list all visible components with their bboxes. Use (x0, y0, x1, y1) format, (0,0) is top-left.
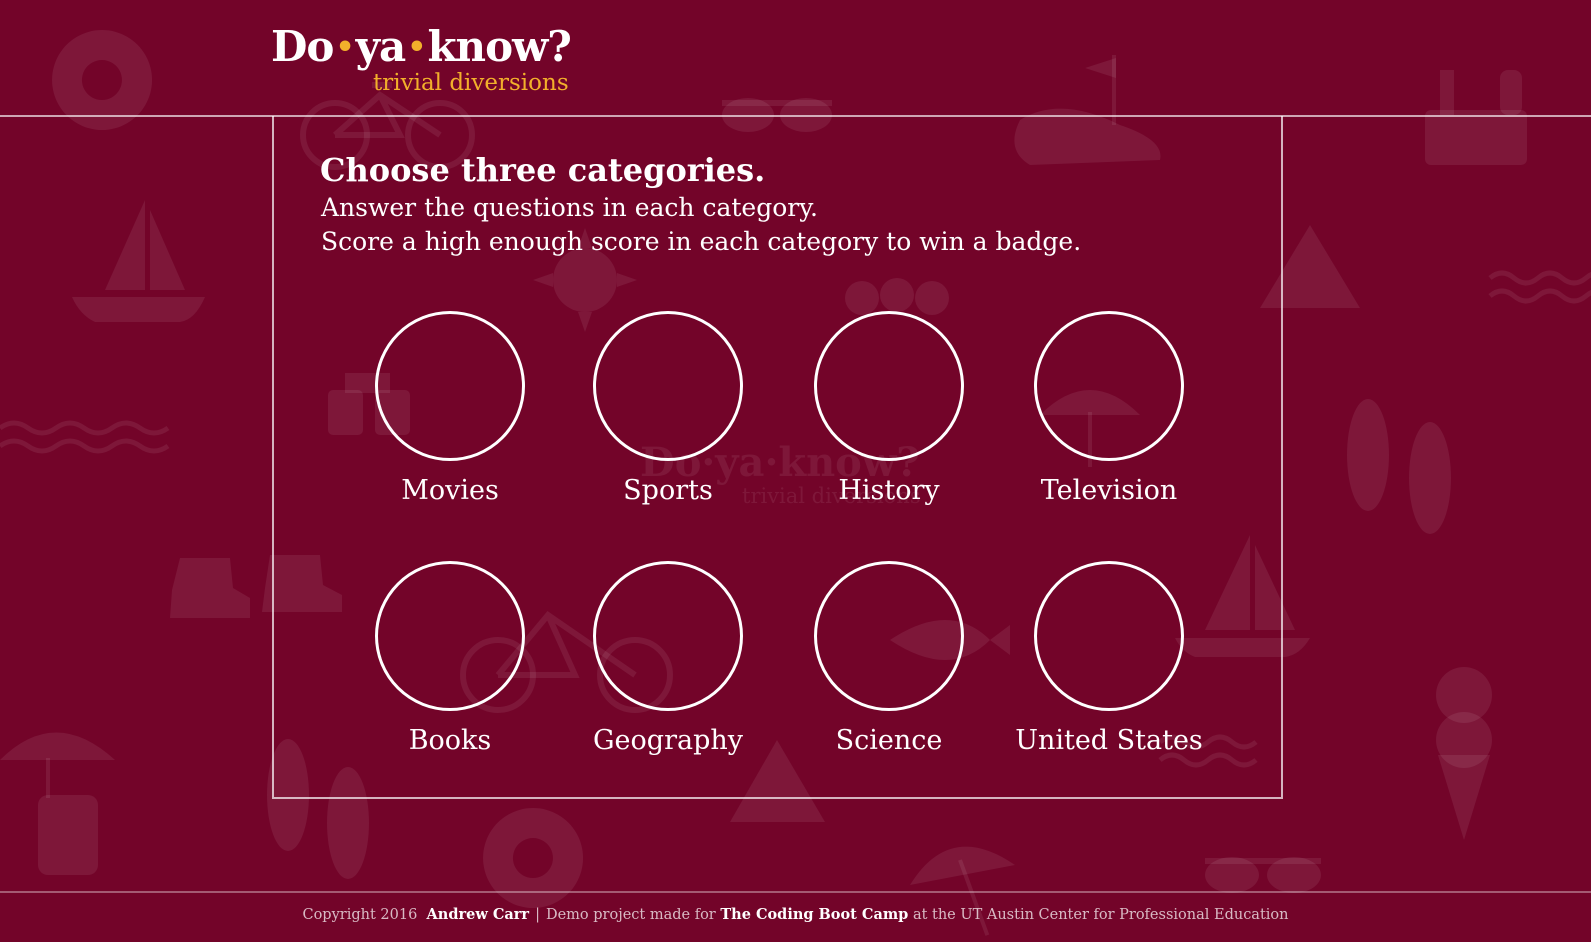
logo-word-ya: ya (355, 22, 407, 71)
category-circle[interactable] (593, 311, 743, 461)
waves-icon (0, 420, 170, 454)
footer-made-for: Demo project made for (545, 907, 716, 923)
category-label[interactable]: Books (408, 725, 492, 756)
logo-word-know: know? (427, 22, 571, 71)
logo-word-do: Do (271, 22, 334, 71)
category-circle[interactable] (1034, 311, 1184, 461)
category-science[interactable]: Science (779, 561, 999, 771)
category-circle[interactable] (814, 311, 964, 461)
logo-tagline: trivial diversions (373, 70, 569, 96)
site-logo[interactable]: Do•ya•know? trivial diversions (271, 22, 591, 102)
footer-author: Andrew Carr (426, 906, 530, 923)
category-sports[interactable]: Sports (558, 311, 778, 521)
header-divider (0, 115, 1591, 117)
footer-copyright: Copyright 2016 (302, 907, 418, 923)
category-circle[interactable] (593, 561, 743, 711)
category-panel (272, 116, 1283, 799)
flip-flops-icon (1347, 399, 1451, 534)
category-label[interactable]: Sports (623, 475, 713, 506)
category-history[interactable]: History (779, 311, 999, 521)
page-heading: Choose three categories. (320, 151, 766, 189)
life-ring-icon (483, 808, 584, 908)
category-television[interactable]: Television (999, 311, 1219, 521)
picnic-basket-icon (1425, 70, 1527, 165)
sunglasses-icon (1205, 857, 1321, 893)
logo-dot: • (335, 30, 354, 65)
footer-separator: | (535, 907, 540, 923)
instruction-line-2: Score a high enough score in each catego… (321, 227, 1082, 256)
logo-dot: • (407, 30, 426, 65)
category-books[interactable]: Books (340, 561, 560, 771)
sailboat-icon (72, 200, 205, 322)
category-circle[interactable] (1034, 561, 1184, 711)
footer-location: at the UT Austin Center for Professional… (912, 907, 1289, 923)
logo-title: Do•ya•know? (271, 22, 572, 77)
category-label[interactable]: History (838, 475, 940, 506)
category-geography[interactable]: Geography (558, 561, 778, 771)
footer-bootcamp: The Coding Boot Camp (720, 906, 909, 923)
category-movies[interactable]: Movies (340, 311, 560, 521)
category-label[interactable]: United States (1015, 725, 1203, 756)
instruction-line-1: Answer the questions in each category. (321, 193, 818, 222)
footer-divider (0, 891, 1591, 893)
category-label[interactable]: Science (835, 725, 943, 756)
category-label[interactable]: Television (1040, 475, 1178, 506)
category-circle[interactable] (375, 561, 525, 711)
category-circle[interactable] (814, 561, 964, 711)
category-label[interactable]: Movies (401, 475, 499, 506)
ice-cream-icon (1436, 667, 1492, 840)
category-circle[interactable] (375, 311, 525, 461)
footer: Copyright 2016 Andrew Carr | Demo project … (0, 903, 1591, 927)
beach-chair-icon (0, 732, 115, 875)
waves-icon (1488, 270, 1591, 304)
category-label[interactable]: Geography (592, 725, 744, 756)
category-united-states[interactable]: United States (999, 561, 1219, 771)
